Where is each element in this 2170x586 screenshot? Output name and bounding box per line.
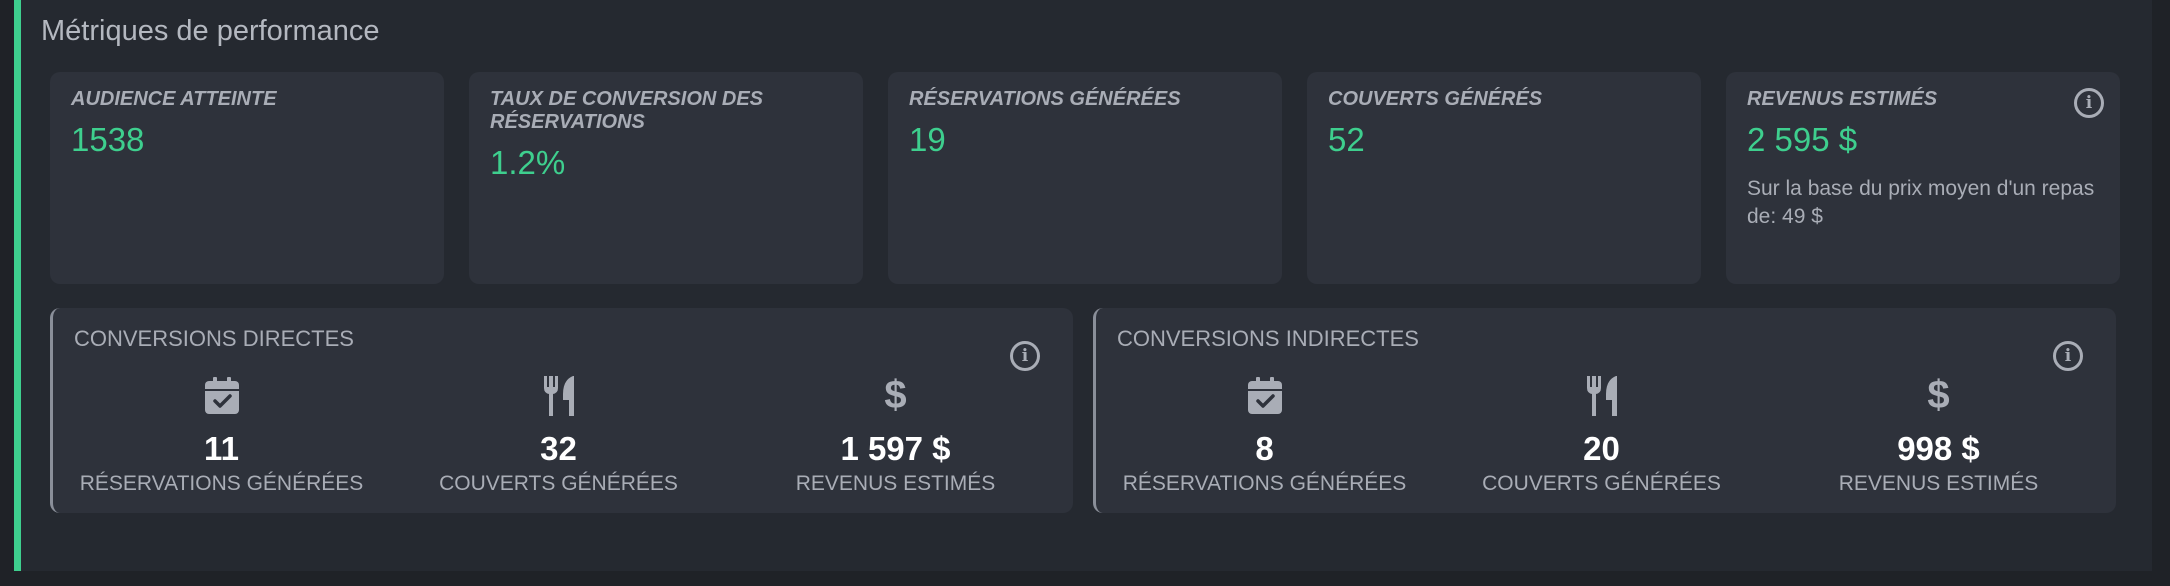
info-icon[interactable]: i	[1010, 341, 1040, 371]
conversion-item-covers: 20 COUVERTS GÉNÉRÉES	[1433, 373, 1770, 496]
conversion-value: 8	[1255, 430, 1274, 467]
conversions-title: CONVERSIONS DIRECTES	[74, 326, 354, 351]
conversion-value: 998 $	[1897, 430, 1980, 467]
info-icon[interactable]: i	[2053, 341, 2083, 371]
performance-metrics-panel: Métriques de performance AUDIENCE ATTEIN…	[14, 0, 2152, 571]
metric-value: 19	[909, 121, 946, 158]
metric-card-covers: COUVERTS GÉNÉRÉS 52	[1307, 72, 1701, 284]
metric-label: AUDIENCE ATTEINTE	[71, 88, 277, 110]
metric-label: COUVERTS GÉNÉRÉS	[1328, 88, 1543, 110]
utensils-icon	[1585, 373, 1619, 418]
page-gutter	[2152, 0, 2170, 586]
dollar-icon: $	[1927, 373, 1950, 417]
metric-card-revenue: REVENUS ESTIMÉS 2 595 $ Sur la base du p…	[1726, 72, 2120, 284]
metric-value: 52	[1328, 121, 1365, 158]
conversion-items: 8 RÉSERVATIONS GÉNÉRÉES 20 COUVERTS GÉNÉ…	[1096, 373, 2116, 496]
conversion-label: RÉSERVATIONS GÉNÉRÉES	[1122, 472, 1407, 495]
metric-value: 1.2%	[490, 144, 566, 181]
dollar-icon: $	[884, 373, 907, 417]
conversion-item-covers: 32 COUVERTS GÉNÉRÉES	[390, 373, 727, 496]
conversion-label: RÉSERVATIONS GÉNÉRÉES	[79, 472, 364, 495]
conversion-value: 11	[204, 430, 239, 467]
calendar-check-icon	[1247, 373, 1283, 418]
conversion-items: 11 RÉSERVATIONS GÉNÉRÉES 32 COUVERTS GÉN…	[53, 373, 1073, 496]
conversion-value: 1 597 $	[840, 430, 951, 467]
metric-value: 2 595 $	[1747, 121, 1858, 158]
conversion-label: REVENUS ESTIMÉS	[1838, 472, 2039, 495]
conversion-item-revenue: $ 998 $ REVENUS ESTIMÉS	[1770, 373, 2107, 496]
conversion-label: REVENUS ESTIMÉS	[795, 472, 996, 495]
calendar-check-icon	[204, 373, 240, 418]
metric-note: Sur la base du prix moyen d'un repas de:…	[1747, 177, 2095, 228]
metric-label: TAUX DE CONVERSION DES RÉSERVATIONS	[490, 88, 763, 133]
section-title: Métriques de performance	[41, 15, 380, 47]
metric-label: RÉSERVATIONS GÉNÉRÉES	[909, 88, 1181, 110]
metric-card-audience: AUDIENCE ATTEINTE 1538	[50, 72, 444, 284]
metric-card-reservations: RÉSERVATIONS GÉNÉRÉES 19	[888, 72, 1282, 284]
indirect-conversions-card: CONVERSIONS INDIRECTES i 8 RÉSERVAT	[1093, 308, 2116, 513]
conversion-value: 20	[1583, 430, 1620, 467]
conversions-row: CONVERSIONS DIRECTES i 11 RÉSERVATI	[50, 308, 2116, 513]
conversion-item-reservations: 8 RÉSERVATIONS GÉNÉRÉES	[1096, 373, 1433, 496]
conversions-title: CONVERSIONS INDIRECTES	[1117, 326, 1419, 351]
conversion-item-reservations: 11 RÉSERVATIONS GÉNÉRÉES	[53, 373, 390, 496]
metric-value: 1538	[71, 121, 145, 158]
metrics-row: AUDIENCE ATTEINTE 1538 TAUX DE CONVERSIO…	[50, 72, 2120, 284]
utensils-icon	[542, 373, 576, 418]
conversion-label: COUVERTS GÉNÉRÉES	[439, 472, 678, 495]
conversion-value: 32	[540, 430, 577, 467]
conversion-label: COUVERTS GÉNÉRÉES	[1482, 472, 1721, 495]
metric-card-conversion-rate: TAUX DE CONVERSION DES RÉSERVATIONS 1.2%	[469, 72, 863, 284]
metric-label: REVENUS ESTIMÉS	[1747, 88, 1938, 110]
direct-conversions-card: CONVERSIONS DIRECTES i 11 RÉSERVATI	[50, 308, 1073, 513]
info-icon[interactable]: i	[2074, 88, 2104, 118]
conversion-item-revenue: $ 1 597 $ REVENUS ESTIMÉS	[727, 373, 1064, 496]
